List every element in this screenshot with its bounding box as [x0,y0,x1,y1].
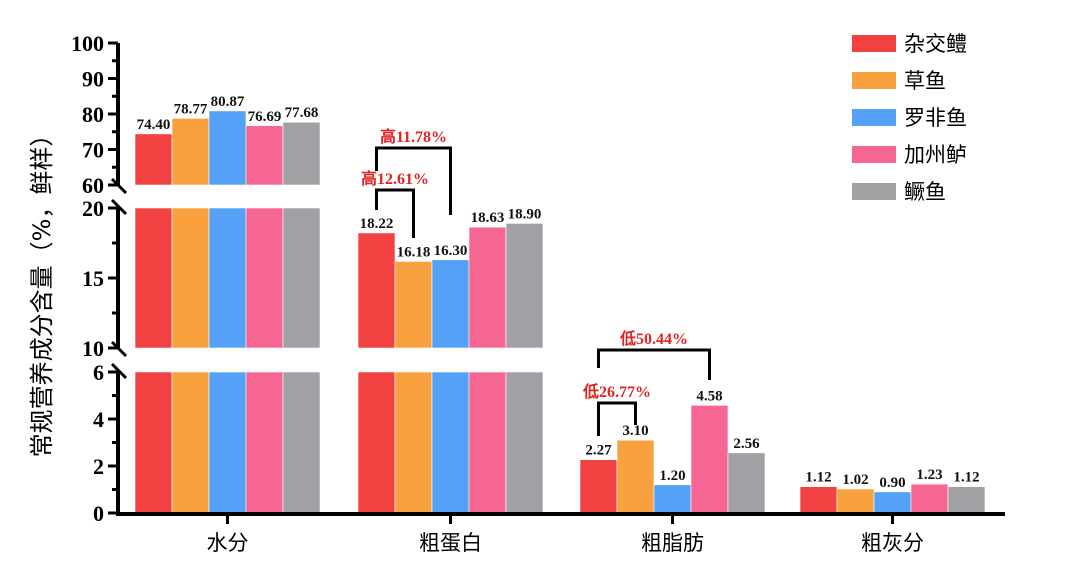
data-label: 1.02 [842,472,868,488]
data-label: 2.56 [733,436,760,452]
data-label: 16.30 [434,243,468,259]
legend-label: 草鱼 [904,69,946,93]
data-label: 80.87 [211,94,245,110]
bar-加州鲈-粗蛋白 [468,371,507,514]
data-label: 18.22 [360,216,394,232]
axis-break-mark [110,177,128,195]
y-tick-label: 100 [71,31,104,56]
bar-草鱼-粗脂肪 [616,439,655,514]
comparison-bracket [375,188,415,238]
bar-鳜鱼-粗蛋白 [505,223,544,349]
x-tick-label: 粗灰分 [861,531,924,555]
y-tick-label: 80 [82,102,104,127]
y-tick-label: 70 [82,138,104,163]
legend-swatch [852,35,896,52]
y-tick-label: 20 [82,196,104,221]
data-label: 1.20 [659,468,685,484]
bar-草鱼-粗蛋白 [394,371,433,514]
legend-label: 加州鲈 [904,143,967,167]
legend-label: 罗非鱼 [904,106,967,130]
bar-鳜鱼-水分 [282,121,321,186]
bar-加州鲈-水分 [245,207,284,349]
bar-加州鲈-粗蛋白 [468,226,507,349]
bar-罗非鱼-水分 [208,110,247,186]
data-label: 0.90 [879,475,905,491]
bar-杂交鳢-水分 [134,207,173,349]
y-tick-label: 15 [82,266,104,291]
bar-罗非鱼-水分 [208,371,247,514]
bar-加州鲈-粗脂肪 [690,405,729,514]
legend-label: 杂交鳢 [904,32,967,56]
bar-草鱼-粗灰分 [836,488,875,514]
bar-杂交鳢-粗脂肪 [579,459,618,514]
bar-杂交鳢-水分 [134,371,173,514]
x-tick-label: 粗蛋白 [419,531,482,555]
x-tick-label: 水分 [207,531,249,555]
legend-label: 鳜鱼 [904,180,946,204]
comparison-annotation: 高11.78% [380,127,447,146]
bar-罗非鱼-水分 [208,207,247,349]
comparison-annotation: 低26.77% [582,382,651,401]
bar-加州鲈-粗灰分 [910,483,949,514]
data-label: 18.90 [508,206,542,222]
data-label: 77.68 [285,105,319,121]
x-tick-label: 粗脂肪 [641,531,704,555]
y-axis-label: 常规营养成分含量（%，鲜样） [28,123,56,458]
data-label: 4.58 [696,388,722,404]
bar-罗非鱼-粗蛋白 [431,371,470,514]
bar-杂交鳢-粗蛋白 [357,232,396,349]
bar-鳜鱼-粗脂肪 [727,452,766,514]
y-tick-label: 4 [93,407,104,432]
comparison-bracket [597,401,637,436]
bar-杂交鳢-水分 [134,133,173,186]
comparison-bracket [375,146,452,215]
data-label: 1.12 [805,470,831,486]
data-label: 2.27 [585,443,612,459]
data-label: 76.69 [248,109,282,125]
bar-罗非鱼-粗蛋白 [431,259,470,349]
legend-swatch [852,146,896,163]
data-label: 74.40 [137,117,171,133]
data-label: 1.12 [953,470,979,486]
legend-swatch [852,183,896,200]
data-label: 1.23 [916,467,942,483]
data-label: 16.18 [397,244,431,260]
comparison-annotation: 低50.44% [619,329,688,348]
y-tick-label: 6 [93,360,104,385]
axis-break-mark [110,198,128,216]
y-tick-label: 0 [93,501,104,526]
y-tick-label: 90 [82,67,104,92]
comparison-annotation: 高12.61% [361,169,429,188]
data-label: 78.77 [174,101,208,117]
bar-加州鲈-水分 [245,371,284,514]
bar-草鱼-水分 [171,371,210,514]
bar-鳜鱼-粗灰分 [947,486,986,514]
bar-草鱼-水分 [171,118,210,186]
axis-break-mark [110,362,128,380]
bar-杂交鳢-粗灰分 [799,486,838,514]
data-label: 18.63 [471,210,505,226]
y-tick-label: 2 [93,454,104,479]
bar-罗非鱼-粗脂肪 [653,484,692,514]
bar-草鱼-水分 [171,207,210,349]
data-label: 3.10 [622,423,648,439]
axis-break-mark [110,340,128,358]
bar-杂交鳢-粗蛋白 [357,371,396,514]
legend-swatch [852,72,896,89]
y-tick-label: 60 [82,173,104,198]
bar-草鱼-粗蛋白 [394,261,433,349]
y-tick-label: 10 [82,336,104,361]
bar-罗非鱼-粗灰分 [873,491,912,514]
bar-鳜鱼-水分 [282,207,321,349]
bar-鳜鱼-粗蛋白 [505,371,544,514]
comparison-bracket [597,348,711,380]
bar-鳜鱼-水分 [282,371,321,514]
bar-加州鲈-水分 [245,125,284,186]
legend-swatch [852,109,896,126]
